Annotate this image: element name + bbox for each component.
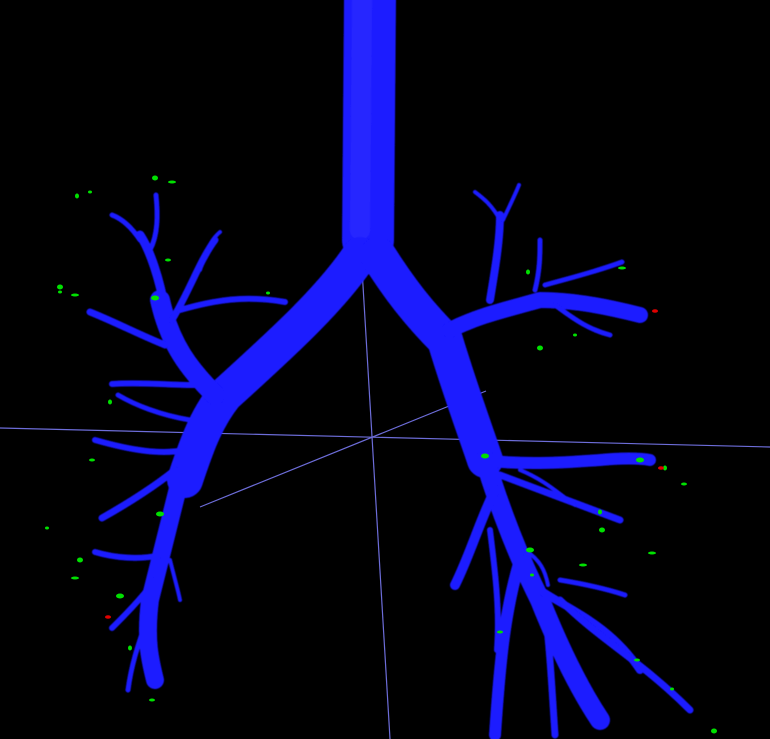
green-marker <box>116 593 124 599</box>
airway-tree <box>86 0 694 739</box>
red-marker <box>105 615 111 619</box>
green-marker <box>57 284 63 290</box>
green-marker <box>648 551 656 555</box>
green-marker <box>71 293 79 297</box>
green-marker <box>75 193 79 199</box>
trachea-highlight <box>350 0 372 240</box>
green-marker <box>58 290 62 294</box>
green-marker <box>526 269 530 275</box>
green-marker <box>599 527 605 533</box>
green-marker <box>45 526 49 530</box>
green-marker <box>537 345 543 351</box>
green-marker <box>128 645 132 651</box>
green-marker <box>168 180 176 184</box>
green-marker <box>151 295 159 301</box>
green-markers <box>45 175 717 734</box>
left-upper-branch <box>150 290 225 405</box>
green-marker <box>152 175 158 181</box>
green-marker <box>71 576 79 580</box>
green-marker <box>573 333 577 337</box>
green-marker <box>77 557 83 563</box>
horizontal-axis <box>0 427 770 448</box>
green-marker <box>636 457 644 463</box>
green-marker <box>711 728 717 734</box>
green-marker <box>266 291 270 295</box>
green-marker <box>149 698 155 702</box>
green-marker <box>497 630 503 634</box>
green-marker <box>481 453 489 459</box>
green-marker <box>530 573 534 577</box>
red-marker <box>652 309 658 313</box>
right-middle-branch <box>479 452 656 470</box>
green-marker <box>579 563 587 567</box>
green-marker <box>663 465 667 471</box>
green-marker <box>670 687 674 691</box>
green-marker <box>681 482 687 486</box>
green-marker <box>526 547 534 553</box>
green-marker <box>598 509 602 515</box>
green-marker <box>88 190 92 194</box>
right-upper-branch <box>442 292 648 338</box>
red-markers <box>105 309 664 619</box>
right-lower-branch <box>475 450 610 730</box>
green-marker <box>89 458 95 462</box>
red-marker <box>658 466 664 470</box>
left-lower-branch <box>138 471 189 689</box>
depth-axis <box>199 390 487 508</box>
green-marker <box>156 511 164 517</box>
green-marker <box>108 399 112 405</box>
green-marker <box>634 658 640 662</box>
left-main-bronchus <box>167 237 378 498</box>
green-marker <box>165 258 171 262</box>
green-marker <box>618 266 626 270</box>
right-main-bronchus <box>360 237 503 478</box>
